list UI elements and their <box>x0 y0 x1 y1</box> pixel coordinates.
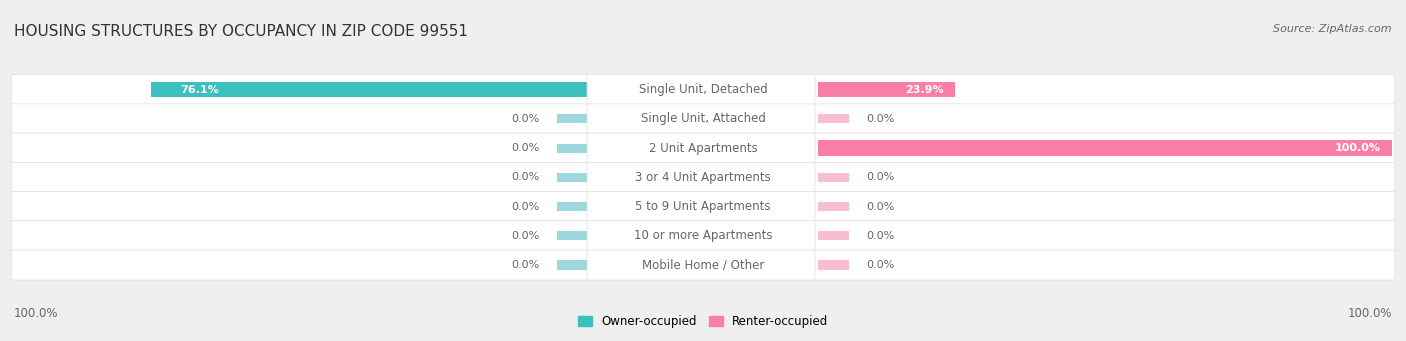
FancyBboxPatch shape <box>11 75 591 105</box>
FancyBboxPatch shape <box>11 104 591 134</box>
Legend: Owner-occupied, Renter-occupied: Owner-occupied, Renter-occupied <box>578 315 828 328</box>
Text: 0.0%: 0.0% <box>512 172 540 182</box>
Bar <box>152 82 588 97</box>
Bar <box>557 202 588 211</box>
FancyBboxPatch shape <box>815 250 1395 280</box>
Text: 10 or more Apartments: 10 or more Apartments <box>634 229 772 242</box>
Bar <box>818 173 849 182</box>
Text: 0.0%: 0.0% <box>512 260 540 270</box>
Bar <box>818 114 849 123</box>
Bar <box>818 202 849 211</box>
Bar <box>818 231 849 240</box>
Text: 0.0%: 0.0% <box>512 114 540 124</box>
FancyBboxPatch shape <box>588 104 818 134</box>
Bar <box>818 140 1392 156</box>
FancyBboxPatch shape <box>11 133 591 163</box>
Text: 0.0%: 0.0% <box>866 172 894 182</box>
Text: HOUSING STRUCTURES BY OCCUPANCY IN ZIP CODE 99551: HOUSING STRUCTURES BY OCCUPANCY IN ZIP C… <box>14 24 468 39</box>
Bar <box>557 144 588 153</box>
Text: 2 Unit Apartments: 2 Unit Apartments <box>648 142 758 154</box>
Text: Source: ZipAtlas.com: Source: ZipAtlas.com <box>1274 24 1392 34</box>
Bar <box>557 114 588 123</box>
FancyBboxPatch shape <box>588 162 818 192</box>
FancyBboxPatch shape <box>11 162 591 192</box>
Bar <box>557 173 588 182</box>
FancyBboxPatch shape <box>588 133 818 163</box>
Text: 0.0%: 0.0% <box>512 231 540 241</box>
Bar <box>557 261 588 269</box>
Text: Single Unit, Detached: Single Unit, Detached <box>638 83 768 96</box>
Bar <box>818 261 849 269</box>
Bar <box>818 82 955 97</box>
Text: 3 or 4 Unit Apartments: 3 or 4 Unit Apartments <box>636 171 770 184</box>
FancyBboxPatch shape <box>588 192 818 222</box>
Text: 100.0%: 100.0% <box>1334 143 1381 153</box>
FancyBboxPatch shape <box>11 250 591 280</box>
FancyBboxPatch shape <box>815 75 1395 105</box>
FancyBboxPatch shape <box>815 192 1395 222</box>
FancyBboxPatch shape <box>11 192 591 222</box>
Text: 0.0%: 0.0% <box>866 260 894 270</box>
Text: 0.0%: 0.0% <box>512 143 540 153</box>
FancyBboxPatch shape <box>588 250 818 280</box>
Text: Single Unit, Attached: Single Unit, Attached <box>641 113 765 125</box>
Text: 5 to 9 Unit Apartments: 5 to 9 Unit Apartments <box>636 200 770 213</box>
FancyBboxPatch shape <box>588 221 818 251</box>
Text: 23.9%: 23.9% <box>905 85 943 95</box>
Text: 100.0%: 100.0% <box>14 307 59 320</box>
Text: 76.1%: 76.1% <box>180 85 219 95</box>
FancyBboxPatch shape <box>815 133 1395 163</box>
Text: 100.0%: 100.0% <box>1347 307 1392 320</box>
Text: 0.0%: 0.0% <box>866 202 894 211</box>
FancyBboxPatch shape <box>815 221 1395 251</box>
FancyBboxPatch shape <box>11 221 591 251</box>
Bar <box>557 231 588 240</box>
FancyBboxPatch shape <box>815 104 1395 134</box>
Text: 0.0%: 0.0% <box>866 231 894 241</box>
FancyBboxPatch shape <box>588 75 818 105</box>
Text: Mobile Home / Other: Mobile Home / Other <box>641 258 765 271</box>
FancyBboxPatch shape <box>815 162 1395 192</box>
Text: 0.0%: 0.0% <box>866 114 894 124</box>
Text: 0.0%: 0.0% <box>512 202 540 211</box>
